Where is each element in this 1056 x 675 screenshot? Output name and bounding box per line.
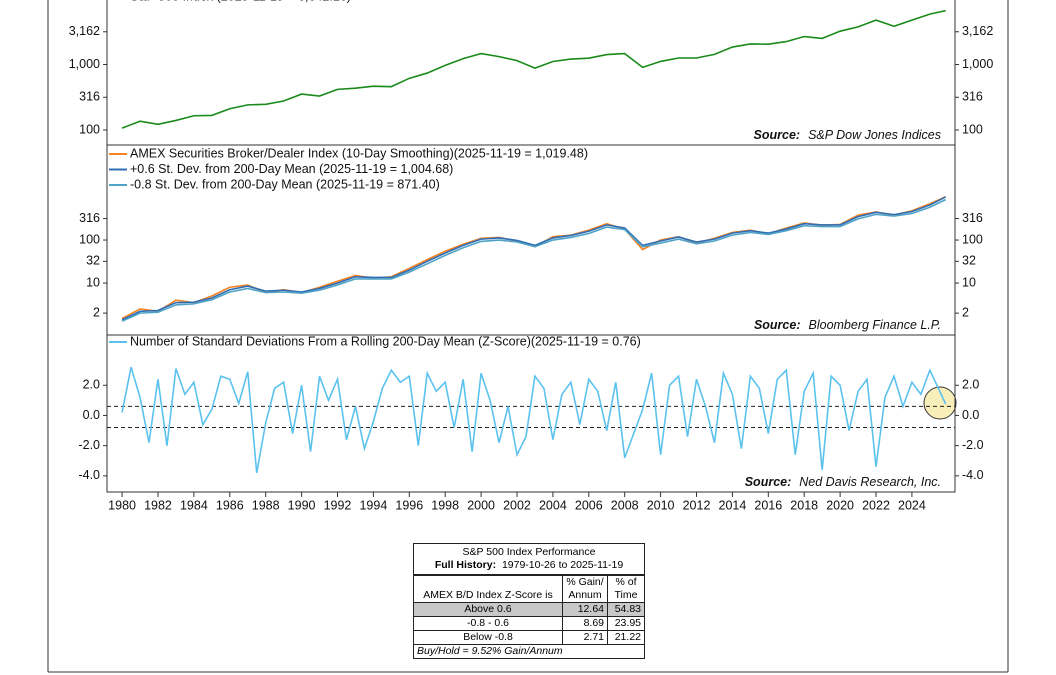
subtitle: 1979-10-26 to 2025-11-19 xyxy=(501,559,624,571)
x-tick-label: 2012 xyxy=(683,498,711,512)
header-row: AMEX B/D Index Z-Score is % Gain/ Annum … xyxy=(414,575,644,603)
x-tick-label: 2010 xyxy=(647,498,675,512)
y-tick-label: 100 xyxy=(79,232,100,246)
x-tick-label: 2000 xyxy=(467,498,495,512)
row: Below -0.8 2.71 21.22 xyxy=(414,630,644,645)
x-tick-label: 1982 xyxy=(144,498,172,512)
legend-label: AMEX Securities Broker/Dealer Index (10-… xyxy=(130,146,588,160)
table-footer: Buy/Hold = 9.52% Gain/Annum xyxy=(417,645,563,657)
cell: 8.69 xyxy=(562,616,608,631)
y-tick-label: 100 xyxy=(962,122,983,136)
source-name: Bloomberg Finance L.P. xyxy=(809,318,942,332)
x-tick-label: 2006 xyxy=(575,498,603,512)
source-name: Ned Davis Research, Inc. xyxy=(799,475,941,489)
y-tick-label: 10 xyxy=(86,275,100,289)
source: Source: Ned Davis Research, Inc. xyxy=(745,475,941,489)
source: Source: S&P Dow Jones Indices xyxy=(754,128,941,142)
x-tick-label: 1998 xyxy=(431,498,459,512)
row: Above 0.6 12.64 54.83 xyxy=(414,602,644,617)
header-cell: % of Time xyxy=(607,575,644,603)
cell: 54.83 xyxy=(607,602,644,617)
subtitle-label: Full History: xyxy=(434,559,497,571)
x-tick-label: 2014 xyxy=(719,498,747,512)
performance-table: S&P 500 Index Performance Full History: … xyxy=(413,543,645,659)
y-tick-label: 100 xyxy=(962,232,983,246)
header-cell: % Gain/ Annum xyxy=(562,575,608,603)
x-tick-label: 1980 xyxy=(108,498,136,512)
x-tick-label: 1994 xyxy=(359,498,387,512)
y-tick-label: 2 xyxy=(962,305,969,319)
y-tick-label: 316 xyxy=(962,90,983,104)
series-line xyxy=(121,195,946,320)
y-tick-label: -4.0 xyxy=(962,468,984,482)
panel-frame xyxy=(106,334,956,493)
highlight-circle xyxy=(923,386,957,420)
y-tick-label: 2.0 xyxy=(962,378,979,392)
header-cell: AMEX B/D Index Z-Score is xyxy=(414,575,563,603)
x-tick-label: 1990 xyxy=(288,498,316,512)
source-label: Source: xyxy=(754,128,801,142)
y-tick-label: 316 xyxy=(79,211,100,225)
table-heading: S&P 500 Index Performance Full History: … xyxy=(414,544,644,575)
x-tick-label: 2022 xyxy=(862,498,890,512)
panel-frame xyxy=(106,0,956,146)
x-tick-label: 2016 xyxy=(754,498,782,512)
cell: 2.71 xyxy=(562,630,608,645)
row: -0.8 - 0.6 8.69 23.95 xyxy=(414,616,644,631)
y-tick-label: 0.0 xyxy=(962,408,979,422)
y-tick-label: -2.0 xyxy=(78,438,100,452)
cell: -0.8 - 0.6 xyxy=(414,616,563,631)
cell: Below -0.8 xyxy=(414,630,563,645)
x-tick-label: 2004 xyxy=(539,498,567,512)
y-tick-label: 2.0 xyxy=(83,378,100,392)
x-tick-label: 2024 xyxy=(898,498,926,512)
y-tick-label: 316 xyxy=(79,90,100,104)
y-tick-label: 0.0 xyxy=(83,408,100,422)
legend-label: S&P 500 Index (2025-11-19 = 6,642.16) xyxy=(130,0,351,3)
y-tick-label: 2 xyxy=(93,305,100,319)
y-tick-label: 32 xyxy=(86,254,100,268)
series-line xyxy=(121,9,946,129)
cell: 23.95 xyxy=(607,616,644,631)
y-tick-label: 32 xyxy=(962,254,976,268)
x-tick-label: 1992 xyxy=(324,498,352,512)
x-tick-label: 2020 xyxy=(826,498,854,512)
x-tick-label: 1988 xyxy=(252,498,280,512)
table: AMEX B/D Index Z-Score is % Gain/ Annum … xyxy=(414,575,644,645)
source-name: S&P Dow Jones Indices xyxy=(808,128,941,142)
y-tick-label: 100 xyxy=(79,122,100,136)
y-tick-label: 10 xyxy=(962,275,976,289)
x-tick-label: 1986 xyxy=(216,498,244,512)
y-tick-label: -2.0 xyxy=(962,438,984,452)
series-line xyxy=(121,198,947,322)
x-tick-label: 2018 xyxy=(790,498,818,512)
series-line xyxy=(121,196,947,321)
y-tick-label: -4.0 xyxy=(78,468,100,482)
series-line xyxy=(121,366,947,473)
x-tick-label: 1984 xyxy=(180,498,208,512)
y-tick-label: 1,000 xyxy=(962,57,993,71)
y-tick-label: 3,162 xyxy=(962,24,993,38)
cell: 12.64 xyxy=(562,602,608,617)
source: Source: Bloomberg Finance L.P. xyxy=(754,318,941,332)
x-tick-label: 2002 xyxy=(503,498,531,512)
table-title: S&P 500 Index Performance xyxy=(462,546,596,558)
source-label: Source: xyxy=(745,475,792,489)
cell: Above 0.6 xyxy=(414,602,563,617)
legend-label: +0.6 St. Dev. from 200-Day Mean (2025-11… xyxy=(130,162,453,176)
y-tick-label: 1,000 xyxy=(69,57,100,71)
x-tick-label: 2008 xyxy=(611,498,639,512)
table-subtitle: Full History: 1979-10-26 to 2025-11-19 xyxy=(414,559,644,572)
y-tick-label: 3,162 xyxy=(69,24,100,38)
y-tick-label: 316 xyxy=(962,211,983,225)
x-tick-label: 1996 xyxy=(395,498,423,512)
legend-label: -0.8 St. Dev. from 200-Day Mean (2025-11… xyxy=(130,177,440,191)
source-label: Source: xyxy=(754,318,801,332)
cell: 21.22 xyxy=(607,630,644,645)
legend-label: Number of Standard Deviations From a Rol… xyxy=(130,334,641,348)
